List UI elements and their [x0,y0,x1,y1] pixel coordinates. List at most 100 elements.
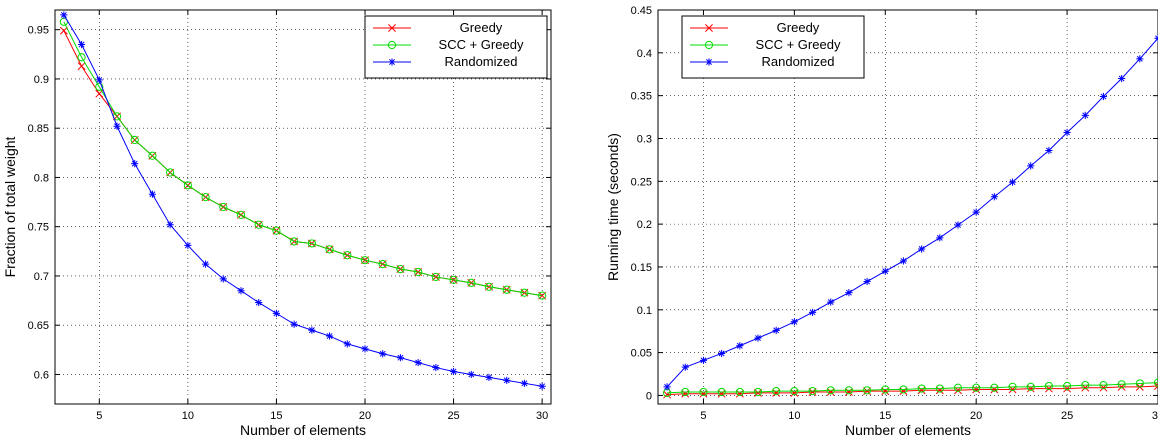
data-point [95,76,103,84]
y-tick-label: 0.9 [34,74,49,86]
y-tick-label: 0.45 [631,5,652,17]
data-point [503,376,511,384]
data-point [184,241,192,250]
x-axis-label: Number of elements [845,422,971,438]
data-point [272,226,281,235]
y-tick-label: 0.05 [631,348,652,360]
data-point [935,384,944,393]
data-point [307,239,316,248]
series-randomized [60,11,546,390]
data-point [1136,55,1144,63]
data-point [520,379,529,387]
data-point [219,202,228,212]
y-tick-label: 0.25 [631,176,652,188]
data-point [148,151,157,160]
data-point [1062,381,1072,391]
data-point [290,237,299,246]
data-point [1044,381,1054,391]
data-point [953,383,963,392]
data-point [918,245,926,253]
x-tick-label: 10 [788,410,800,422]
data-point [237,287,245,295]
data-point [166,168,175,177]
legend-marker [704,40,714,50]
data-point [772,326,780,334]
legend-label: Randomized [445,54,518,69]
data-point [990,383,999,392]
data-point [379,350,387,358]
y-tick-label: 0 [646,390,652,402]
data-point [753,387,763,397]
data-point [863,277,871,286]
x-tick-label: 20 [359,410,371,422]
data-point [663,390,672,399]
y-tick-label: 0.3 [637,133,652,145]
legend-marker [705,24,713,32]
data-point [254,220,263,229]
data-point [1154,382,1158,390]
data-point [972,208,980,216]
series-line [63,14,543,387]
data-point [113,122,121,130]
x-tick-label: 30 [1152,410,1158,422]
data-point [378,260,387,269]
data-point [77,53,86,62]
data-point [325,245,334,254]
y-tick-label: 0.35 [631,91,652,103]
data-point [917,384,926,393]
series-line [63,21,543,297]
data-point [484,282,494,291]
data-point [131,160,139,168]
data-point [201,260,210,268]
data-point [881,387,890,396]
x-tick-label: 15 [270,410,282,422]
data-point [954,221,962,229]
data-point [1099,381,1108,390]
data-point [59,26,68,35]
data-point [343,340,351,348]
data-point [735,387,744,397]
data-point [1045,146,1053,155]
data-point [699,389,708,398]
data-point [414,359,422,367]
data-point [790,388,799,397]
x-tick-label: 20 [970,410,982,422]
data-point [899,257,908,265]
plot-frame [54,9,552,405]
data-point [1117,380,1126,389]
data-point [717,389,726,398]
data-point [899,385,908,394]
data-point [772,387,781,396]
data-point [935,386,944,395]
data-point [990,385,999,394]
data-point [219,275,227,283]
data-point [681,389,690,398]
data-point [827,298,835,306]
data-point [736,342,744,350]
data-point [972,385,981,394]
data-point [881,385,890,394]
data-point [343,251,352,260]
legend-marker [705,58,713,66]
data-point [308,326,316,334]
series-randomized [663,34,1158,391]
data-point [826,388,835,396]
x-tick-label: 5 [96,410,102,422]
data-point [485,373,493,382]
series-line [666,37,1158,388]
plot-frame [657,9,1158,405]
data-point [1135,379,1144,388]
x-tick-label: 5 [700,410,706,422]
data-point [272,309,281,317]
y-tick-label: 0.1 [637,305,652,317]
data-point [467,370,475,379]
data-point [1008,382,1017,391]
data-point [790,318,798,326]
data-point [735,389,744,398]
y-tick-label: 0.7 [34,271,49,283]
data-point [844,386,854,395]
data-point [148,190,157,198]
data-point [790,387,799,396]
y-tick-label: 0.95 [28,25,49,37]
data-point [1026,382,1035,391]
